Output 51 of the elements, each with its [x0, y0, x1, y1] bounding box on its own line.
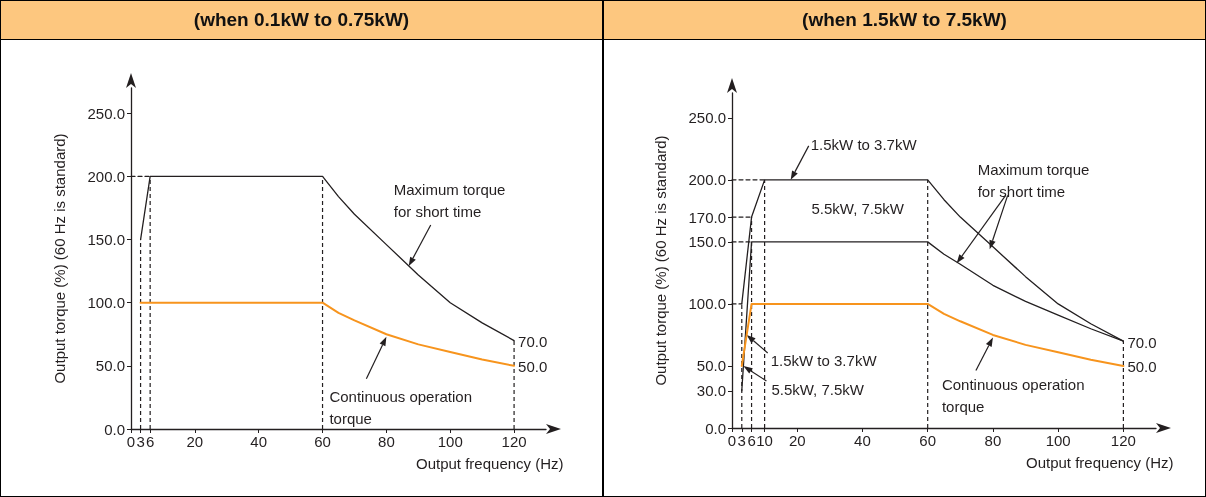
- x-tick-label: 0: [727, 432, 737, 449]
- annotation: 70.0: [518, 333, 548, 351]
- y-tick-label: 30.0: [696, 382, 726, 400]
- annotation: Continuous operation torque: [329, 388, 477, 428]
- x-tick-label: 0: [126, 433, 136, 450]
- y-tick-label: 100.0: [688, 295, 726, 313]
- x-tick-label: 120: [501, 433, 527, 450]
- y-axis-title: Output torque (%) (60 Hz is standard): [652, 135, 669, 386]
- x-tick-label: 6: [747, 432, 756, 449]
- chart-title: (when 1.5kW to 7.5kW): [604, 1, 1205, 40]
- y-tick-label: 0.0: [705, 419, 726, 437]
- y-tick-label: 50.0: [696, 357, 726, 375]
- x-tick-label: 20: [186, 433, 204, 450]
- y-tick-label: 200.0: [688, 171, 726, 189]
- y-tick-label: 250.0: [87, 104, 125, 122]
- x-tick-label: 10: [756, 432, 773, 449]
- y-tick-label: 0.0: [104, 420, 125, 438]
- x-tick-label: 80: [984, 432, 1002, 449]
- x-tick-label: 40: [250, 433, 268, 450]
- x-tick-label: 3: [737, 432, 746, 449]
- x-axis-title: Output frequency (Hz): [416, 455, 564, 472]
- annotation: 1.5kW to 3.7kW: [770, 352, 878, 370]
- annotation: 50.0: [518, 358, 548, 376]
- x-tick-label: 120: [1110, 432, 1136, 449]
- annotation: 70.0: [1127, 333, 1157, 351]
- annotation: 5.5kW, 7.5kW: [771, 381, 865, 399]
- annotation: Continuous operation torque: [941, 375, 1089, 415]
- x-tick-label: 40: [854, 432, 871, 449]
- x-tick-label: 3: [136, 433, 145, 450]
- x-tick-label: 100: [437, 433, 463, 450]
- x-tick-label: 80: [378, 433, 395, 450]
- x-tick-label: 6: [145, 433, 155, 450]
- annotation: 50.0: [1127, 358, 1157, 376]
- y-axis-title: Output torque (%) (60 Hz is standard): [51, 133, 68, 384]
- x-tick-label: 100: [1045, 432, 1071, 449]
- y-tick-label: 150.0: [688, 233, 726, 251]
- annotation: 5.5kW, 7.5kW: [811, 200, 905, 218]
- x-tick-label: 60: [314, 433, 331, 450]
- y-tick-label: 100.0: [87, 294, 125, 312]
- x-tick-label: 60: [919, 432, 937, 449]
- annotation: Maximum torque for short time: [977, 160, 1094, 200]
- chart-title: (when 0.1kW to 0.75kW): [1, 1, 602, 40]
- x-tick-label: 20: [788, 432, 806, 449]
- y-tick-label: 50.0: [95, 357, 125, 375]
- y-tick-label: 250.0: [688, 109, 726, 127]
- annotation: Maximum torque for short time: [393, 180, 510, 220]
- annotation: 1.5kW to 3.7kW: [810, 136, 918, 154]
- x-axis-title: Output frequency (Hz): [1026, 454, 1174, 471]
- y-tick-label: 170.0: [688, 208, 726, 226]
- y-tick-label: 200.0: [87, 167, 125, 185]
- y-tick-label: 150.0: [87, 231, 125, 249]
